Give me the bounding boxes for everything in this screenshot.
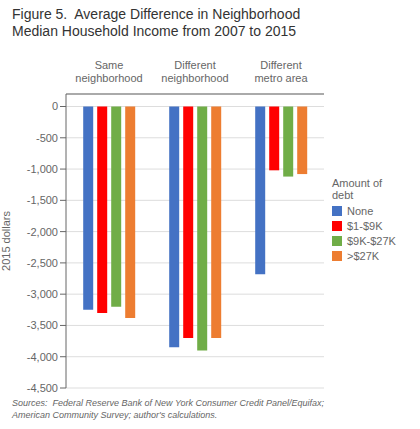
html-text:Amount of: Amount of xyxy=(332,176,383,189)
svg-text:Differentneighborhood: Differentneighborhood xyxy=(161,59,228,84)
html-text:Sources: Federal Reserve Bank: Sources: Federal Reserve Bank of New Yor… xyxy=(12,398,324,408)
svg-text:-1,500: -1,500 xyxy=(27,194,58,206)
html-text:$9K-$27K: $9K-$27K xyxy=(347,234,396,247)
html-text:debt: debt xyxy=(332,188,354,201)
svg-text:-1,000: -1,000 xyxy=(27,163,58,175)
html-text:Figure 5. Average Difference i: Figure 5. Average Difference in Neighbor… xyxy=(12,6,301,22)
html-text:>$27K: >$27K xyxy=(347,249,380,262)
svg-text:Differentmetro area: Differentmetro area xyxy=(254,59,308,84)
html-text:None: None xyxy=(347,204,374,217)
svg-text:-3,000: -3,000 xyxy=(27,288,58,300)
svg-text:-500: -500 xyxy=(36,132,58,144)
svg-text:-4,000: -4,000 xyxy=(27,351,58,363)
html-text:American Community Survey; aut: American Community Survey; author's calc… xyxy=(12,410,218,420)
svg-text:-2,500: -2,500 xyxy=(27,257,58,269)
svg-text:2015 dollars: 2015 dollars xyxy=(8,211,12,271)
svg-text:-3,500: -3,500 xyxy=(27,319,58,331)
svg-text:0: 0 xyxy=(52,100,58,112)
svg-text:-4,500: -4,500 xyxy=(27,382,58,393)
svg-text:-2,000: -2,000 xyxy=(27,226,58,238)
html-text:Median Household Income from 2: Median Household Income from 2007 to 201… xyxy=(12,23,297,39)
svg-text:Sameneighborhood: Sameneighborhood xyxy=(75,59,142,84)
html-text:$1-$9K: $1-$9K xyxy=(347,219,383,232)
